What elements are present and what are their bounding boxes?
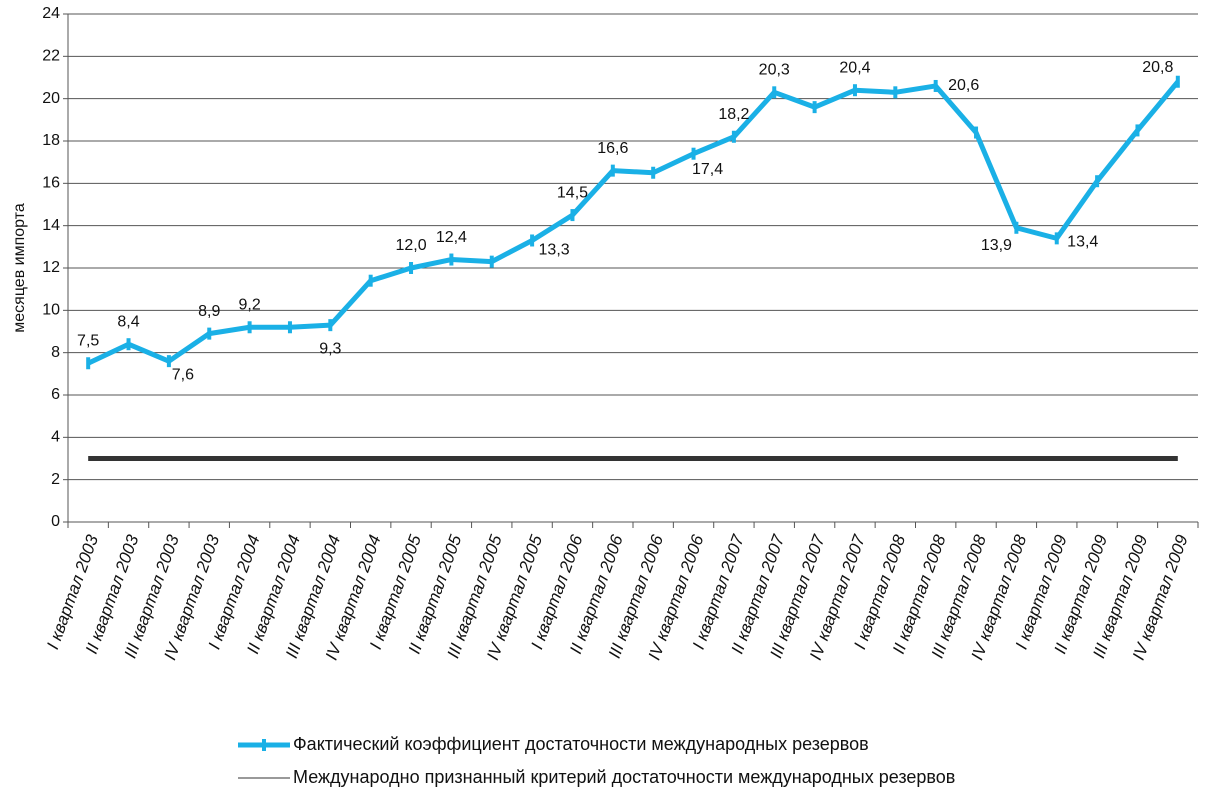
data-label: 8,4 — [117, 313, 139, 330]
data-label: 14,5 — [557, 184, 588, 201]
y-tick-label: 8 — [51, 344, 60, 361]
data-label: 7,6 — [172, 366, 194, 383]
y-tick-label: 2 — [51, 471, 60, 488]
series-line — [87, 80, 1180, 366]
data-label: 13,9 — [981, 237, 1012, 254]
data-label: 8,9 — [198, 303, 220, 320]
y-tick-label: 18 — [42, 132, 60, 149]
y-tick-label: 10 — [42, 302, 60, 319]
data-label: 16,6 — [597, 140, 628, 157]
data-label: 20,3 — [759, 62, 790, 79]
data-label: 9,2 — [238, 296, 260, 313]
y-tick-label: 22 — [42, 48, 60, 65]
y-axis-label: месяцев импорта — [11, 203, 28, 333]
data-label: 20,8 — [1142, 59, 1173, 76]
y-tick-label: 6 — [51, 386, 60, 403]
data-label: 18,2 — [718, 106, 749, 123]
legend-label: Фактический коэффициент достаточности ме… — [293, 734, 869, 754]
legend-label: Международно признанный критерий достато… — [293, 767, 955, 787]
y-tick-label: 20 — [42, 90, 60, 107]
y-tick-label: 0 — [51, 513, 60, 530]
y-tick-label: 14 — [42, 217, 60, 234]
data-label: 9,3 — [319, 340, 341, 357]
data-label: 12,0 — [395, 237, 426, 254]
data-label: 13,4 — [1067, 234, 1098, 251]
data-label: 20,6 — [948, 77, 979, 94]
data-label: 17,4 — [692, 161, 723, 178]
y-tick-label: 4 — [51, 429, 60, 446]
y-tick-label: 12 — [42, 259, 60, 276]
data-label: 7,5 — [77, 332, 99, 349]
data-label: 13,3 — [539, 242, 570, 259]
data-label: 20,4 — [839, 59, 870, 76]
y-tick-label: 16 — [42, 175, 60, 192]
y-tick-label: 24 — [42, 5, 60, 22]
data-label: 12,4 — [436, 229, 467, 246]
